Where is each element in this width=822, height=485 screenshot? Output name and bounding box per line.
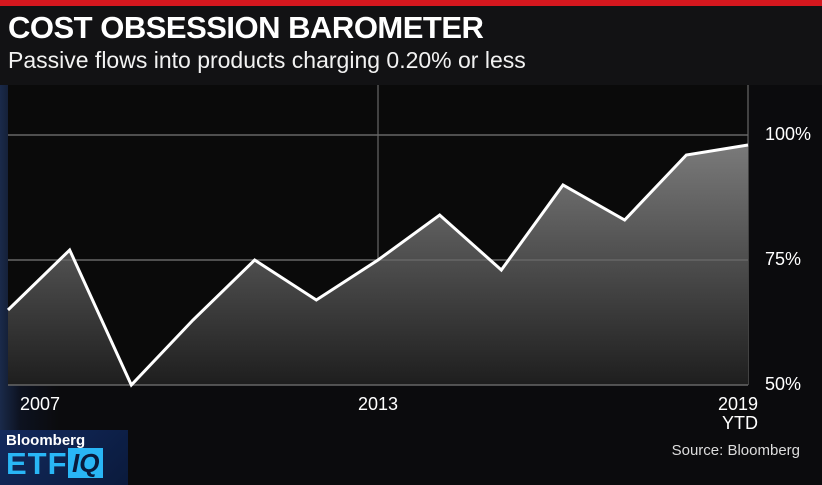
logo-brand: Bloomberg	[6, 432, 86, 449]
chart-title: COST OBSESSION BAROMETER	[8, 10, 484, 45]
x-tick-label: 2019 YTD	[717, 394, 758, 433]
logo-show-suffix: IQ	[68, 448, 104, 478]
line	[6, 143, 749, 388]
source: Source: Bloomberg	[671, 442, 800, 459]
logo: Bloomberg ETF IQ	[0, 430, 128, 485]
x-tick-label: 2013	[357, 394, 399, 414]
x-tick-label: 2007	[20, 394, 61, 414]
chart-subtitle: Passive flows into products charging 0.2…	[8, 47, 526, 73]
y-tick-label: 75%	[765, 249, 801, 269]
top-bar	[0, 0, 822, 6]
logo-show: ETF	[6, 446, 68, 481]
header-bg	[0, 6, 822, 85]
y-tick-label: 50%	[765, 374, 801, 394]
area	[8, 145, 748, 385]
y-tick-label: 100%	[765, 124, 811, 144]
